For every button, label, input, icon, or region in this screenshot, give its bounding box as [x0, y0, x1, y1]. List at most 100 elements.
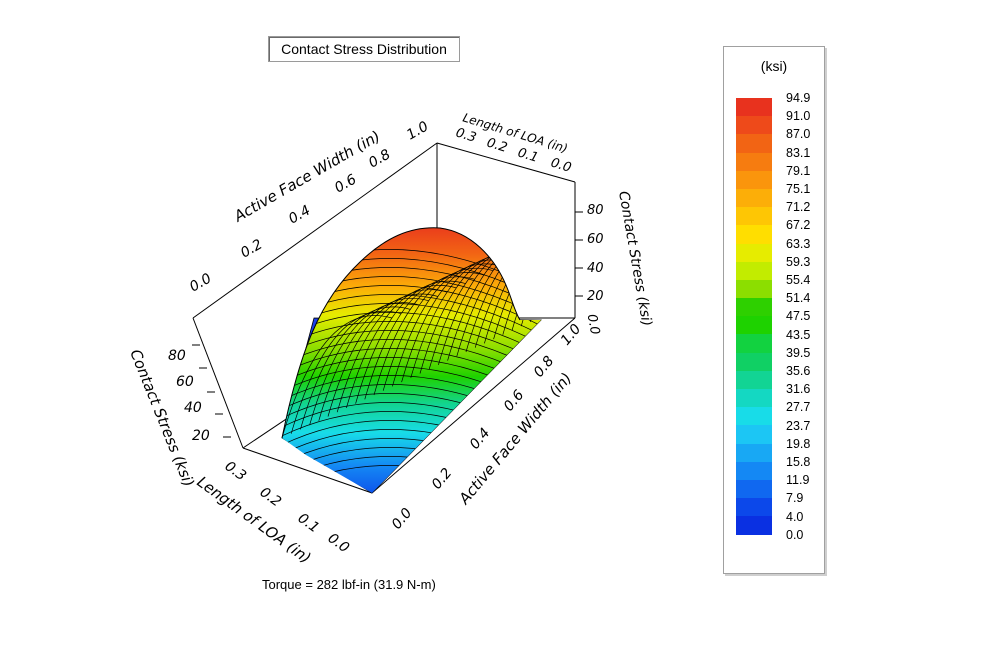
z-tick-left: 20 — [192, 428, 210, 444]
legend-tick-label: 27.7 — [786, 400, 811, 415]
y-tick-bottom: 0.0 — [325, 530, 352, 556]
mesh-line — [520, 227, 541, 327]
z-tick-right: 20 — [587, 289, 604, 304]
z-tick-right: 40 — [587, 261, 604, 276]
x-tick-top: 0.6 — [332, 171, 359, 196]
x-tick-bottom: 1.0 — [558, 321, 585, 348]
legend-unit: (ksi) — [760, 58, 788, 74]
color-legend: (ksi) 94.9 91.0 87.0 83.1 79.1 75.1 71.2 67.2 63… — [723, 46, 825, 574]
legend-tick-label: 11.9 — [786, 473, 810, 488]
legend-swatch — [736, 225, 772, 244]
legend-swatches — [736, 98, 772, 535]
mesh-line — [493, 227, 541, 340]
y-tick-top: 0.3 — [454, 125, 478, 145]
legend-swatch — [736, 316, 772, 335]
legend-swatch — [736, 243, 772, 262]
x-tick-top: 0.0 — [187, 270, 214, 295]
legend-swatch — [736, 461, 772, 480]
legend-swatch — [736, 479, 772, 499]
legend-swatch — [736, 407, 772, 426]
torque-annotation: Torque = 282 lbf-in (31.9 N-m) — [262, 577, 436, 592]
legend-tick-label: 51.4 — [786, 291, 811, 306]
z-tick-left: 40 — [184, 400, 202, 416]
legend-tick-label: 79.1 — [786, 163, 811, 178]
x-tick-bottom: 0.6 — [501, 387, 528, 414]
z-axis-label-right: Contact Stress (ksi) — [615, 190, 655, 328]
z-tick-right: 0.0 — [584, 313, 602, 336]
mesh-line — [364, 276, 475, 400]
legend-swatch — [736, 152, 772, 171]
x-tick-top: 0.2 — [238, 236, 265, 261]
legend-swatch — [736, 425, 772, 444]
mesh-line — [300, 306, 411, 430]
x-tick-bottom: 0.2 — [429, 465, 456, 492]
y-tick-bottom: 0.2 — [257, 484, 284, 510]
z-axis-label-left: Contact Stress (ksi) — [126, 347, 198, 490]
mesh-line — [290, 310, 402, 434]
y-tick-top: 0.2 — [485, 135, 509, 155]
z-tick-right: 80 — [587, 203, 604, 218]
legend-tick-label: 43.5 — [786, 327, 811, 342]
x-tick-top: 0.4 — [286, 202, 313, 227]
legend-tick-label: 83.1 — [786, 145, 811, 160]
y-tick-bottom: 0.1 — [295, 510, 322, 536]
mesh-line — [282, 456, 541, 493]
legend-swatch — [736, 134, 772, 153]
legend-swatch — [736, 188, 772, 208]
y-tick-top: 0.1 — [516, 145, 540, 165]
legend-tick-label: 4.0 — [786, 509, 804, 524]
legend-tick-label: 39.5 — [786, 345, 811, 360]
mesh-line — [392, 263, 503, 387]
y-ticks-top: 0.3 0.2 0.1 0.0 — [454, 125, 573, 175]
mesh-line — [318, 297, 429, 421]
legend-tick-label: 91.0 — [786, 109, 811, 124]
legend-tick-label: 87.0 — [786, 127, 811, 142]
legend-tick-label: 59.3 — [786, 254, 811, 269]
mesh-line — [346, 285, 457, 408]
x-tick-top: 1.0 — [404, 118, 431, 143]
legend-tick-label: 63.3 — [786, 236, 811, 251]
chart-title: Contact Stress Distribution — [268, 36, 460, 62]
legend-swatch — [736, 389, 772, 408]
mesh-line — [327, 293, 439, 417]
legend-tick-label: 23.7 — [786, 418, 811, 433]
x-tick-bottom: 0.4 — [467, 425, 494, 452]
legend-swatch — [736, 298, 772, 317]
legend-tick-label: 15.8 — [786, 455, 811, 469]
z-ticks-right: 80 60 40 20 0.0 — [584, 203, 604, 336]
legend-swatch — [736, 170, 772, 189]
x-tick-bottom: 0.0 — [389, 505, 416, 532]
mesh-line — [282, 315, 393, 439]
z-tick-left: 60 — [176, 374, 194, 390]
legend-swatch — [736, 334, 772, 353]
legend-tick-label: 71.2 — [786, 200, 811, 215]
x-tick-bottom: 0.8 — [531, 353, 558, 380]
legend-tick-label: 7.9 — [786, 491, 804, 506]
legend-swatch — [736, 279, 772, 299]
legend-swatch — [736, 352, 772, 371]
y-tick-top: 0.0 — [549, 155, 573, 175]
z-tick-right: 60 — [587, 232, 604, 247]
mesh-line — [373, 272, 485, 396]
mesh-line — [382, 267, 494, 391]
legend-swatch — [736, 498, 772, 517]
mesh-line — [309, 302, 420, 426]
legend-swatch — [736, 116, 772, 135]
legend-tick-label: 0.0 — [786, 527, 804, 542]
legend-tick-label: 75.1 — [786, 182, 811, 196]
legend-swatch — [736, 261, 772, 280]
legend-swatch — [736, 370, 772, 389]
mesh-line — [511, 227, 541, 331]
legend-swatch — [736, 443, 772, 462]
z-ticks-left: 80 60 40 20 — [168, 348, 210, 444]
legend-swatch — [736, 98, 772, 117]
legend-tick-label: 35.6 — [786, 364, 811, 378]
legend-tick-label: 47.5 — [786, 309, 811, 324]
z-tick-left: 80 — [168, 348, 186, 364]
y-tick-bottom: 0.3 — [222, 458, 249, 484]
legend-swatch — [736, 207, 772, 226]
legend-tick-label: 31.6 — [786, 382, 811, 397]
tick-marks — [192, 211, 583, 438]
legend-swatch — [736, 516, 772, 535]
